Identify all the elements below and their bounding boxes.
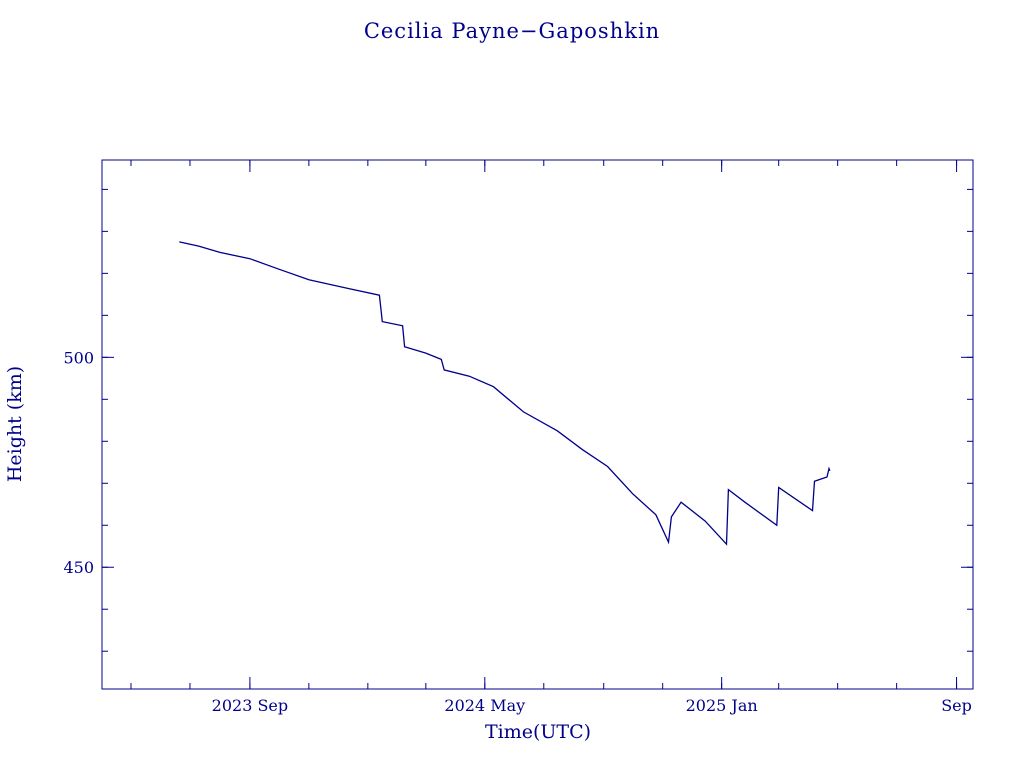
x-axis-label: Time(UTC) bbox=[485, 721, 591, 743]
chart-title: Cecilia Payne−Gaposhkin bbox=[364, 19, 660, 43]
axis-tick-labels: 2023 Sep 2024 May 2025 Jan Sep 450 500 bbox=[63, 348, 971, 715]
y-tick-label: 450 bbox=[63, 558, 94, 577]
x-tick-label: Sep bbox=[941, 696, 972, 715]
plot-frame bbox=[101, 159, 974, 690]
x-tick-label: 2023 Sep bbox=[212, 696, 288, 715]
series-line bbox=[179, 241, 831, 546]
axis-ticks bbox=[102, 160, 973, 689]
y-tick-label: 500 bbox=[63, 348, 94, 367]
y-axis-label: Height (km) bbox=[4, 366, 26, 482]
x-tick-label: 2024 May bbox=[444, 696, 525, 715]
x-tick-label: 2025 Jan bbox=[686, 696, 758, 715]
